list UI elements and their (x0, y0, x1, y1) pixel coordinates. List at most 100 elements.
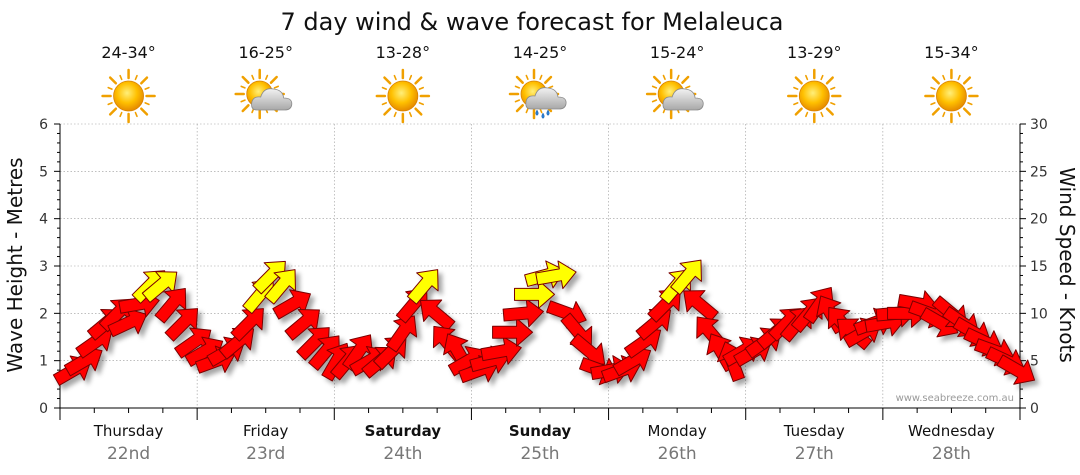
sun-ray (651, 99, 658, 103)
sun-ray (525, 107, 529, 114)
rain-drop (535, 109, 539, 116)
partly-cloudy-icon (645, 68, 704, 120)
sun-ray (418, 102, 424, 106)
sun-ray (662, 74, 666, 81)
cloud-shape (662, 88, 704, 111)
sun-ray (240, 85, 246, 89)
temperature-range: 24-34° (101, 43, 156, 62)
sun-ray (962, 76, 972, 85)
sun-ray (652, 104, 662, 113)
wind-arrow-shape (107, 307, 148, 338)
sun-ray (273, 85, 279, 89)
temperature-range: 13-29° (787, 43, 842, 62)
sun-ray (514, 85, 521, 89)
day-name-label: Wednesday (908, 422, 995, 440)
wind-arrow-shape (164, 308, 199, 342)
day-labels: Thursday 22nd Friday 23rd Saturday 24th Sunday… (93, 422, 995, 464)
sun-ray (681, 75, 690, 84)
temperature-range: 16-25° (238, 43, 293, 62)
sun-ray (240, 99, 246, 103)
wind-arrow-shape (996, 354, 1036, 385)
sun-ray (525, 74, 529, 81)
sun-ray (414, 76, 423, 85)
wind-arrow (154, 288, 187, 324)
day-date-label: 25th (520, 444, 559, 464)
day-name-label: Thursday (93, 422, 164, 440)
sun-ray (957, 111, 961, 118)
sun-ray (241, 75, 250, 84)
cloud-shape (525, 87, 567, 110)
day-name-label: Friday (243, 422, 289, 440)
temperature-range: 15-24° (650, 43, 705, 62)
rain-drop (546, 109, 550, 116)
wind-arrow (419, 299, 456, 332)
sun-ray (381, 86, 388, 90)
sun-ray (134, 111, 138, 118)
sun-ray (408, 111, 413, 118)
wind-arrow-shape (492, 317, 534, 347)
sun-ray (957, 74, 961, 81)
sun-ray (241, 104, 250, 113)
weather-row: 24-34° 16-25° 13-28° 14-25° 15-24° 13-29° 15-3… (101, 43, 979, 124)
wind-arrow (406, 269, 439, 305)
sun-ray (539, 74, 543, 81)
sun-ray (140, 76, 149, 85)
wind-arrow (272, 289, 311, 320)
left-tick-label: 6 (39, 117, 48, 133)
wind-arrow-shape (502, 298, 544, 328)
sun-ray (108, 76, 118, 85)
wind-arrow-shape (385, 315, 418, 353)
sun-disc (387, 80, 419, 112)
wind-arrow (514, 279, 556, 309)
wind-arrow-shape (264, 269, 296, 305)
wind-arrow (385, 315, 418, 353)
sun-ray (383, 76, 392, 85)
wind-arrow-shape (535, 260, 577, 290)
sun-ray (108, 107, 118, 116)
sun-ray (515, 104, 524, 113)
left-tick-label: 3 (39, 259, 48, 275)
day-date-label: 28th (932, 444, 971, 464)
wind-arrow-shape (406, 269, 439, 305)
wind-arrow (535, 260, 577, 290)
sun-ray (942, 74, 946, 81)
sun-ray (140, 107, 149, 116)
sun-ray (830, 86, 836, 90)
sun-ray (515, 75, 524, 84)
sun-ray (931, 76, 940, 85)
sun-ray (793, 102, 799, 106)
wind-arrow-shape (230, 308, 264, 342)
sun-ray (967, 102, 973, 106)
left-tick-label: 1 (39, 354, 48, 370)
sun-ray (134, 74, 138, 81)
sun-ray (962, 107, 972, 116)
wind-arrow (683, 290, 719, 322)
left-tick-label: 4 (39, 212, 48, 228)
wind-arrow (502, 298, 544, 328)
sun-ray (825, 107, 834, 116)
right-tick-label: 25 (1030, 164, 1048, 180)
sun-ray (107, 86, 113, 90)
day-name-label: Sunday (509, 422, 572, 440)
left-tick-label: 2 (39, 306, 48, 322)
sun-ray (830, 102, 836, 106)
sun-ray (514, 99, 521, 103)
sun-ray (547, 85, 554, 89)
sunny-icon (375, 68, 431, 124)
right-tick-label: 5 (1030, 354, 1039, 370)
sun-ray (269, 75, 278, 84)
sun-ray (820, 74, 824, 81)
sun-ray (942, 111, 946, 118)
day-name-label: Saturday (365, 422, 442, 440)
wind-arrow-shape (272, 289, 311, 320)
sun-ray (414, 107, 423, 116)
sun-ray (408, 74, 413, 81)
axes: 0 1 2 3 4 5 6 0 5 10 15 20 25 30 (39, 117, 1048, 420)
sun-disc (798, 80, 830, 112)
right-tick-label: 15 (1030, 259, 1048, 275)
sun-ray (144, 86, 150, 90)
left-axis-title: Wave Height - Metres (3, 157, 27, 372)
sun-ray (967, 86, 973, 90)
sun-ray (685, 85, 691, 89)
wind-arrow (284, 309, 320, 341)
